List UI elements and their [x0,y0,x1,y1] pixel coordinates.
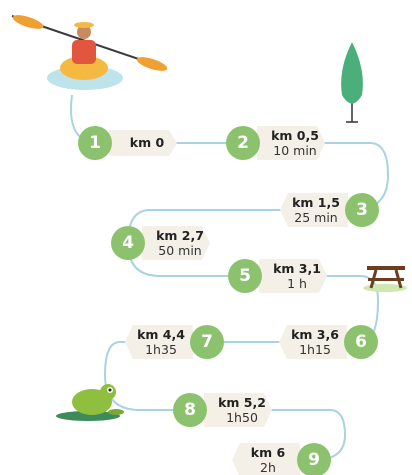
time-label: 1h50 [226,410,258,425]
time-label: 10 min [273,143,316,158]
waypoint-number: 7 [201,332,213,352]
distance-label: km 0 [130,135,165,150]
waypoint-number: 1 [89,133,101,153]
tree-icon [341,42,363,122]
time-label: 1h15 [299,342,331,357]
waypoint: km 62h 9 [232,443,331,475]
distance-label: km 2,7 [156,228,204,243]
time-label: 1h35 [145,342,177,357]
time-label: 2h [260,460,276,475]
distance-label: km 5,2 [218,395,266,410]
route-diagram: km 0 1 km 0,510 min 2 km 1,525 min 3 km 2,750 … [0,0,412,475]
kayak-icon [11,12,169,90]
distance-label: km 0,5 [271,128,319,143]
distance-label: km 3,6 [291,327,339,342]
waypoint: km 3,11 h 5 [228,259,327,293]
waypoint-number: 6 [355,332,367,352]
waypoint-number: 9 [308,450,320,470]
time-label: 50 min [158,243,201,258]
distance-label: km 4,4 [137,327,185,342]
waypoint: km 0,510 min 2 [226,126,325,160]
waypoint-number: 8 [184,400,196,420]
picnic-table-icon [363,266,407,292]
waypoint-number: 2 [237,133,249,153]
waypoint: km 0 1 [78,126,177,160]
waypoint-number: 3 [356,200,368,220]
distance-label: km 3,1 [273,261,321,276]
waypoint-number: 5 [239,266,251,286]
time-label: 25 min [294,210,337,225]
distance-label: km 1,5 [292,195,340,210]
time-label: 1 h [287,276,307,291]
waypoint: km 2,750 min 4 [111,226,210,260]
waypoint: km 1,525 min 3 [280,193,379,227]
distance-label: km 6 [251,445,286,460]
waypoint-number: 4 [122,233,134,253]
